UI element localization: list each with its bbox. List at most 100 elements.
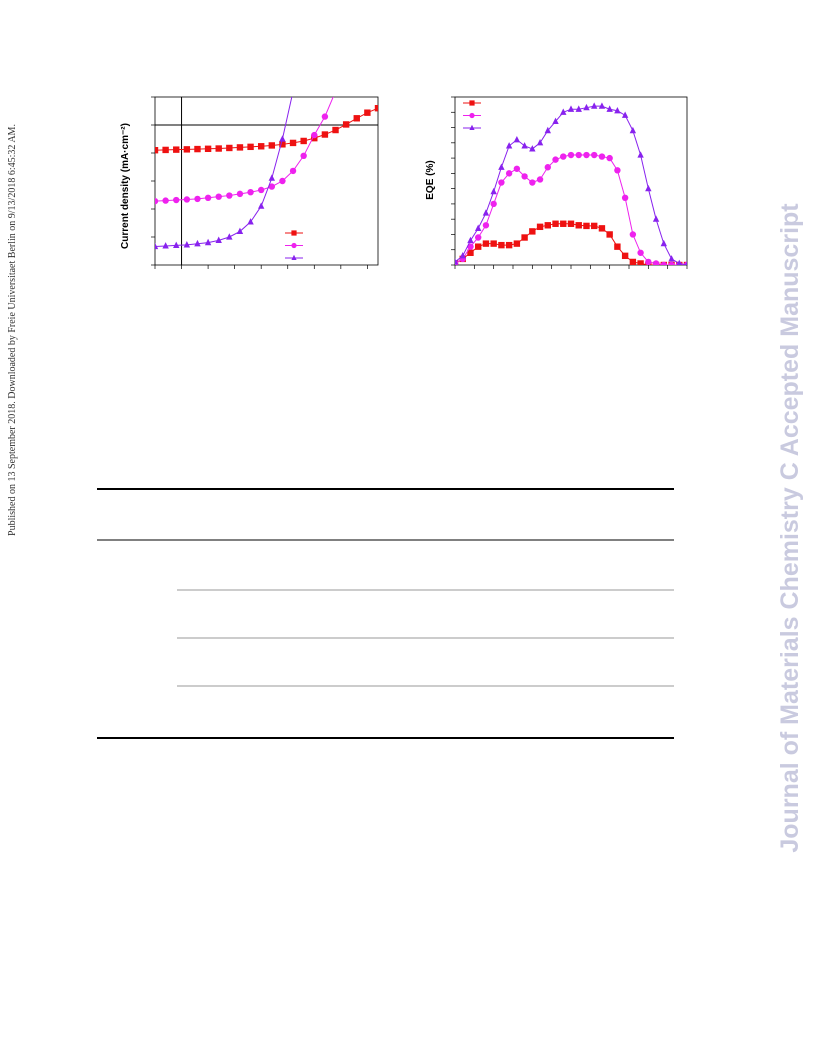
data-point [544,126,551,134]
data-point [467,236,474,244]
data-point [300,137,307,145]
data-point [536,176,544,183]
data-point [374,105,378,112]
data-point [194,239,201,247]
data-point [521,173,528,180]
data-point [529,179,536,186]
data-point [552,117,559,125]
data-point [521,234,528,241]
data-point [236,144,244,151]
data-point [226,144,233,152]
data-point [364,109,371,116]
data-point [529,145,536,152]
data-point [482,209,490,216]
data-point [544,164,551,171]
data-point [668,261,675,265]
data-point [490,240,497,247]
data-point [311,131,318,139]
data-point [215,236,222,243]
data-point [606,105,613,112]
data-point [552,220,559,227]
legend-marker [469,112,475,119]
data-point [183,241,191,248]
data-point [173,241,180,248]
data-point [321,113,329,120]
data-point [505,241,513,249]
data-point [455,258,459,265]
data-point [268,142,276,149]
series-line [455,223,687,265]
data-point [575,105,582,112]
data-point [591,222,598,230]
data-point [257,202,265,209]
data-point [236,190,244,198]
data-point [155,242,159,250]
data-point [290,88,296,94]
data-point [567,105,575,112]
legend-marker [469,100,475,106]
data-point [162,197,169,204]
data-point [459,252,466,259]
data-point [529,228,536,235]
data-point [660,239,667,247]
data-point [289,167,297,175]
data-point [598,102,606,109]
data-point [475,224,482,231]
data-point [614,106,621,114]
data-point [475,234,482,241]
data-point [490,200,497,208]
data-point [505,142,513,149]
data-point [247,189,254,196]
data-point [591,151,598,159]
data-point [257,186,265,194]
data-point [321,131,329,138]
data-point [215,145,222,152]
data-point [552,156,559,163]
data-point [629,231,637,238]
data-point [498,179,505,186]
data-point [598,153,606,160]
data-point [204,145,212,152]
data-point [583,151,590,159]
data-point [652,215,660,222]
data-point [289,139,297,147]
data-point [173,146,180,153]
data-point [482,222,490,229]
plot-area [455,102,687,265]
data-point [575,151,582,159]
data-point [498,163,505,170]
data-point [567,220,575,227]
data-point [204,238,212,246]
data-point [236,227,244,234]
data-point [257,143,265,150]
data-point [505,170,513,177]
data-point [521,142,528,149]
data-point [652,260,660,265]
data-point [621,194,629,201]
data-point [637,249,644,256]
data-point [536,223,544,231]
data-point [629,126,637,134]
data-point [279,135,286,142]
legend-marker [469,124,475,130]
legend-marker [291,230,297,236]
data-point [332,88,338,94]
legend-marker [291,254,297,260]
data-point [567,151,575,159]
series-line [155,107,378,151]
data-point [183,146,191,153]
data-point [247,218,254,225]
data-point [637,151,644,158]
data-point [614,243,621,250]
data-point [645,184,652,192]
data-point [490,187,497,195]
data-point [268,174,276,181]
data-point [162,146,169,154]
data-point [467,249,474,256]
data-point [575,222,582,229]
data-point [544,222,551,229]
data-point [475,243,482,250]
series-line [155,97,334,202]
